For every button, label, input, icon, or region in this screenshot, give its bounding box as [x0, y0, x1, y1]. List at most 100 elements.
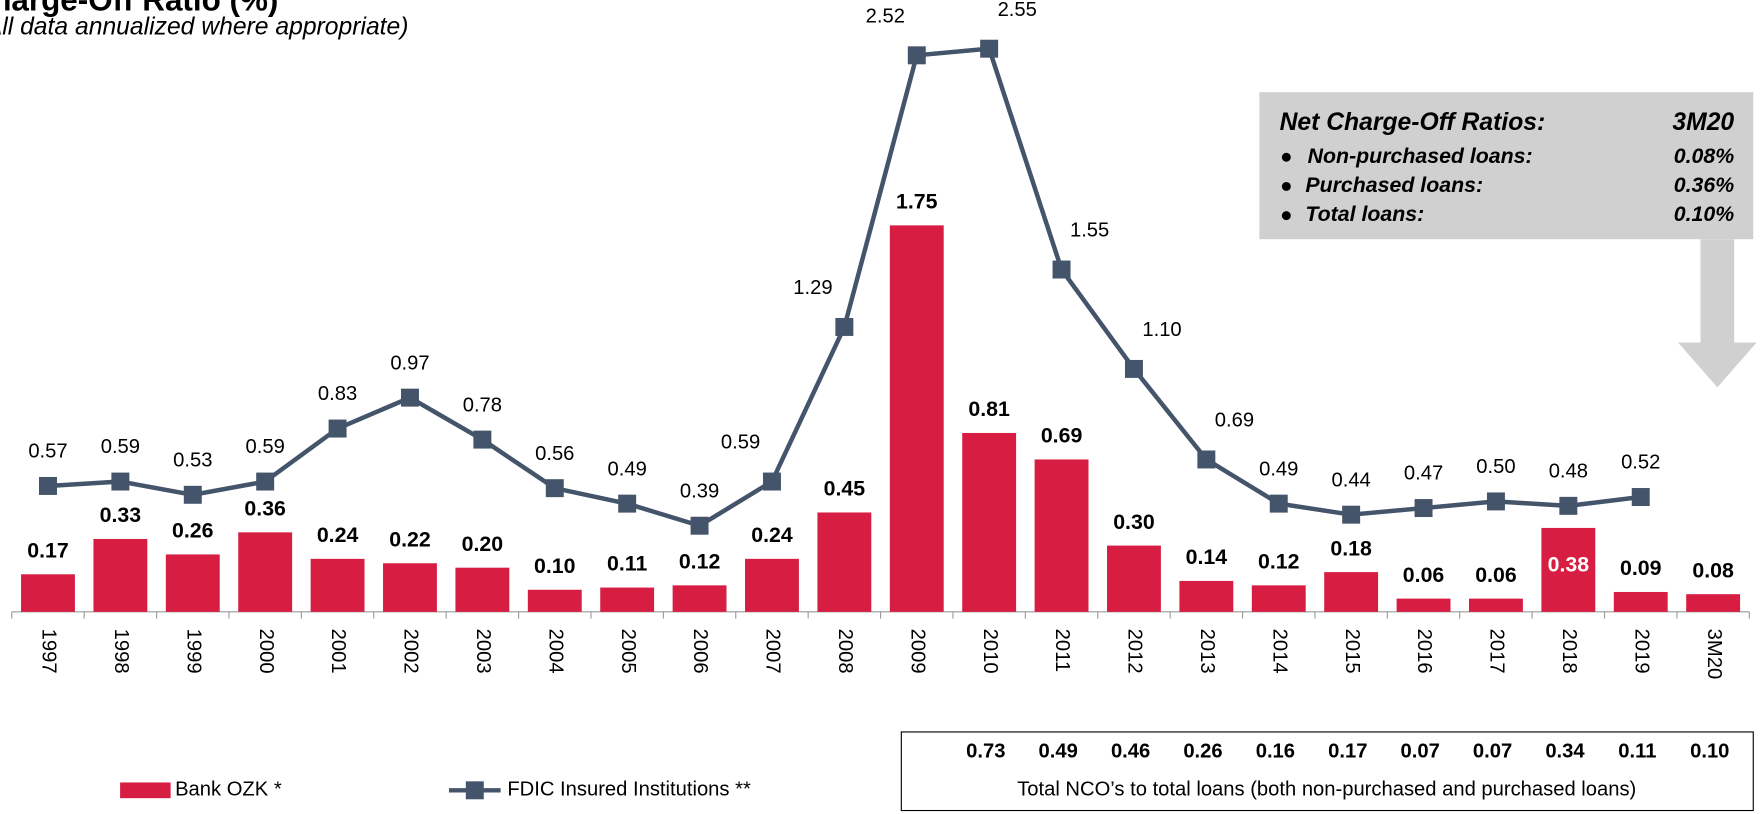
bar [1034, 459, 1089, 612]
x-tick-label: 2009 [906, 629, 928, 674]
bar [672, 585, 727, 612]
line-marker [690, 516, 709, 535]
callout-value: 0.08% [1674, 144, 1734, 168]
line-label: 0.56 [535, 443, 574, 465]
line-label: 0.83 [318, 383, 357, 405]
x-tick-label: 1998 [110, 629, 132, 674]
callout-value: 0.10% [1674, 202, 1734, 226]
line-label: 2.55 [998, 0, 1037, 21]
line-label: 0.78 [463, 394, 502, 416]
line-marker [39, 476, 57, 495]
bar [889, 225, 944, 612]
bar [1251, 585, 1306, 612]
x-tick-label: 2019 [1630, 629, 1652, 674]
bar-label: 0.33 [100, 503, 142, 527]
bar-label: 0.81 [968, 397, 1010, 421]
bar-label: 0.14 [1186, 545, 1228, 569]
bar-label: 0.12 [1258, 550, 1299, 574]
bar-label: 0.17 [27, 538, 68, 562]
x-tick-label: 3M20 [1703, 629, 1725, 680]
bar-label: 0.06 [1475, 563, 1517, 587]
bar-label: 0.24 [751, 523, 793, 547]
x-tick-label: 2004 [544, 629, 566, 674]
bar-label: 0.18 [1330, 536, 1372, 560]
x-tick-label: 2006 [689, 629, 711, 674]
line-label: 0.97 [390, 352, 429, 374]
nco-value: 0.49 [1039, 740, 1078, 762]
bar-label: 0.24 [317, 523, 359, 547]
line-marker [1124, 359, 1143, 378]
line-marker [256, 472, 275, 491]
line-marker [1269, 494, 1288, 513]
bar [1613, 591, 1668, 612]
nco-value: 0.16 [1256, 740, 1295, 762]
line-marker [1197, 450, 1216, 469]
nco-value: 0.07 [1473, 740, 1512, 762]
x-tick-label: 2005 [617, 629, 639, 674]
x-tick-label: 2001 [327, 629, 349, 674]
line-label: 0.59 [721, 432, 760, 454]
bar [1179, 580, 1234, 612]
line-label: 0.48 [1549, 461, 1588, 483]
bar-label: 0.09 [1620, 556, 1662, 580]
line-marker [183, 485, 202, 504]
line-label: 1.55 [1070, 220, 1109, 242]
bar [455, 567, 510, 612]
x-tick-label: 2017 [1486, 629, 1508, 674]
line-label: 0.50 [1476, 456, 1515, 478]
bar [1541, 527, 1596, 612]
bar [165, 554, 220, 612]
line-marker [1342, 505, 1361, 524]
callout-label: Non-purchased loans: [1308, 144, 1533, 168]
bar-label: 0.11 [607, 552, 647, 576]
nco-value: 0.07 [1401, 740, 1440, 762]
line-marker [328, 419, 347, 438]
bar [238, 532, 293, 612]
x-tick-label: 2007 [762, 629, 784, 674]
line-label: 0.47 [1404, 463, 1443, 485]
callout-title: Net Charge-Off Ratios: [1280, 109, 1546, 136]
bar [527, 589, 582, 612]
chart-title: Net Charge-Off Ratio (%) [0, 0, 278, 18]
line-marker [545, 479, 564, 498]
legend-swatch [120, 782, 171, 799]
x-tick-label: 2011 [1051, 629, 1073, 672]
bar-label: 0.06 [1403, 563, 1445, 587]
bar-label: 0.30 [1113, 510, 1154, 534]
line-label: 0.59 [246, 436, 285, 458]
line-label: 1.10 [1142, 319, 1181, 341]
x-tick-label: 2018 [1558, 629, 1580, 674]
x-tick-label: 2016 [1413, 629, 1435, 674]
bar [817, 512, 872, 612]
line-marker [1559, 496, 1578, 515]
line-marker [1414, 499, 1433, 518]
legend-marker [465, 781, 484, 800]
bar [310, 558, 365, 612]
bar [1396, 598, 1451, 612]
callout-arrow [1678, 239, 1757, 388]
bar [383, 563, 437, 612]
bar [93, 538, 148, 612]
x-tick-label: 2015 [1341, 629, 1363, 674]
bar-label: 0.08 [1692, 558, 1734, 582]
bar-label: 0.26 [172, 519, 214, 543]
bar [745, 558, 799, 612]
bar-label: 0.45 [824, 477, 866, 501]
line-marker [111, 472, 130, 491]
bullet [1281, 152, 1291, 162]
x-tick-label: 2003 [472, 629, 494, 674]
nco-value: 0.26 [1183, 740, 1222, 762]
x-tick-label: 2014 [1268, 629, 1290, 674]
bar-label: 0.20 [462, 532, 503, 556]
line-label: 2.52 [866, 6, 905, 28]
line-marker [1052, 260, 1071, 279]
line-label: 0.44 [1331, 469, 1370, 491]
bar [1469, 598, 1523, 612]
line-marker [980, 39, 999, 58]
line-marker [1631, 488, 1650, 506]
line-label: 0.59 [101, 436, 140, 458]
bar-label: 0.10 [534, 554, 575, 578]
x-tick-label: 1999 [182, 629, 204, 674]
line-label: 0.49 [608, 458, 647, 480]
